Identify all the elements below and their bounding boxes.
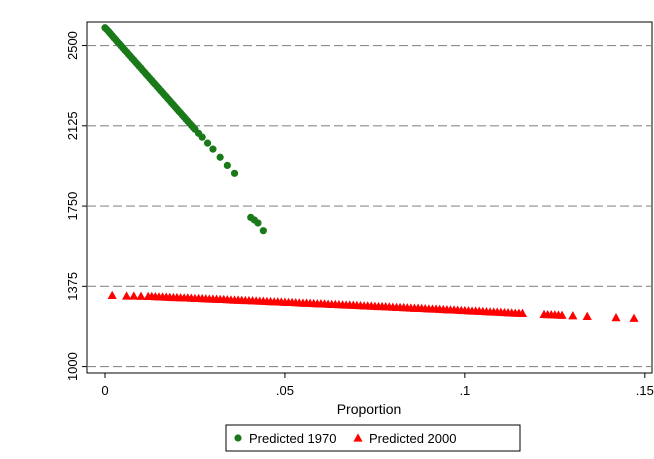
series-1 — [101, 24, 267, 235]
data-point-triangle — [129, 291, 139, 300]
data-point-triangle — [582, 311, 592, 320]
x-tick-label: .15 — [636, 383, 654, 398]
y-tick-label: 2125 — [65, 111, 80, 140]
data-point-triangle — [517, 308, 528, 317]
data-point-triangle — [557, 310, 567, 319]
y-tick-label: 1750 — [65, 192, 80, 221]
x-tick-label: .1 — [459, 383, 470, 398]
legend-marker-triangle — [353, 433, 363, 442]
data-point-triangle — [107, 290, 117, 299]
data-point-circle — [216, 153, 224, 161]
series-2 — [107, 290, 639, 322]
legend-label: Predicted 1970 — [249, 431, 336, 446]
plot-frame — [86, 21, 653, 374]
data-point-circle — [254, 219, 262, 227]
data-point-triangle — [611, 312, 621, 322]
y-axis: 1000 1375 1750 2125 2500 — [65, 31, 87, 381]
data-point-circle — [259, 227, 267, 235]
x-tick-label: 0 — [101, 383, 108, 398]
data-point-triangle — [121, 291, 132, 300]
data-point-circle — [198, 133, 206, 141]
legend: Predicted 1970 Predicted 2000 — [225, 424, 521, 452]
x-axis: 0 .05 .1 .15 — [101, 373, 654, 398]
data-point-circle — [230, 169, 239, 177]
data-point-circle — [223, 161, 231, 169]
data-point-triangle — [568, 311, 578, 320]
legend-box — [225, 424, 521, 452]
data-point-circle — [209, 145, 217, 153]
y-tick-label: 2500 — [65, 31, 80, 60]
y-tick-label: 1375 — [65, 272, 80, 301]
gridlines — [87, 44, 652, 368]
data-points — [101, 24, 639, 322]
data-point-triangle — [629, 313, 639, 322]
data-point-circle — [203, 139, 212, 147]
data-point-triangle — [136, 291, 146, 300]
x-tick-label: .05 — [276, 383, 294, 398]
x-axis-title: Proportion — [337, 401, 402, 417]
legend-marker-circle — [234, 434, 242, 442]
y-tick-label: 1000 — [65, 352, 80, 381]
legend-label: Predicted 2000 — [369, 431, 456, 446]
